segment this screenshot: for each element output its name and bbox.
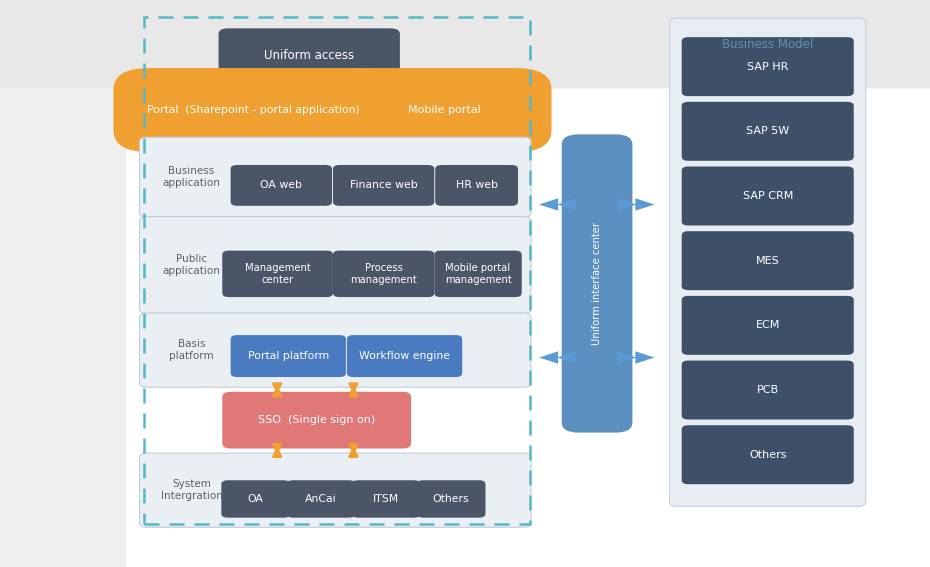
Text: Business
application: Business application — [163, 166, 220, 188]
FancyBboxPatch shape — [333, 165, 434, 206]
Text: Uniform interface center: Uniform interface center — [592, 222, 602, 345]
Text: ►►: ►► — [617, 345, 656, 369]
Text: Workflow engine: Workflow engine — [359, 351, 450, 361]
FancyBboxPatch shape — [417, 480, 485, 518]
FancyBboxPatch shape — [221, 480, 290, 518]
Text: Mobile portal
management: Mobile portal management — [445, 263, 512, 285]
Text: Uniform access: Uniform access — [264, 49, 354, 62]
Text: SAP 5W: SAP 5W — [746, 126, 790, 136]
Text: Basis
platform: Basis platform — [169, 339, 214, 361]
FancyBboxPatch shape — [562, 134, 632, 433]
FancyBboxPatch shape — [113, 68, 393, 152]
FancyBboxPatch shape — [286, 480, 355, 518]
Text: OA web: OA web — [260, 180, 302, 191]
FancyBboxPatch shape — [682, 37, 854, 96]
FancyBboxPatch shape — [435, 165, 518, 206]
Text: PCB: PCB — [757, 385, 778, 395]
FancyBboxPatch shape — [682, 102, 854, 161]
Text: Process
management: Process management — [351, 263, 417, 285]
Text: Finance web: Finance web — [350, 180, 418, 191]
Text: Others: Others — [749, 450, 787, 460]
Text: SAP CRM: SAP CRM — [742, 191, 793, 201]
FancyBboxPatch shape — [682, 425, 854, 484]
FancyBboxPatch shape — [0, 0, 126, 567]
Text: ECM: ECM — [755, 320, 780, 331]
FancyBboxPatch shape — [434, 251, 522, 297]
FancyBboxPatch shape — [140, 313, 531, 387]
Text: System
Intergration: System Intergration — [161, 479, 222, 501]
FancyBboxPatch shape — [682, 167, 854, 226]
FancyBboxPatch shape — [682, 231, 854, 290]
Text: Mobile portal: Mobile portal — [407, 105, 481, 115]
Text: Management
center: Management center — [245, 263, 311, 285]
Text: OA: OA — [247, 494, 264, 504]
Text: Others: Others — [432, 494, 470, 504]
Text: ◄◄: ◄◄ — [538, 192, 578, 216]
Text: AnCai: AnCai — [305, 494, 337, 504]
FancyBboxPatch shape — [347, 335, 462, 377]
Text: ►►: ►► — [617, 192, 656, 216]
FancyBboxPatch shape — [140, 137, 531, 217]
FancyBboxPatch shape — [222, 392, 411, 448]
Text: Portal  (Sharepoint - portal application): Portal (Sharepoint - portal application) — [147, 105, 360, 115]
FancyBboxPatch shape — [125, 0, 930, 567]
Text: SSO  (Single sign on): SSO (Single sign on) — [258, 415, 376, 425]
FancyBboxPatch shape — [0, 0, 930, 88]
FancyBboxPatch shape — [352, 480, 420, 518]
FancyBboxPatch shape — [231, 165, 332, 206]
Text: SAP HR: SAP HR — [747, 62, 789, 71]
FancyBboxPatch shape — [231, 335, 346, 377]
FancyBboxPatch shape — [337, 68, 551, 152]
FancyBboxPatch shape — [219, 28, 400, 82]
FancyBboxPatch shape — [682, 361, 854, 420]
Text: ◄◄: ◄◄ — [538, 345, 578, 369]
FancyBboxPatch shape — [222, 251, 333, 297]
FancyBboxPatch shape — [333, 251, 434, 297]
Bar — [144, 17, 530, 524]
Text: MES: MES — [756, 256, 779, 266]
FancyBboxPatch shape — [140, 217, 531, 314]
FancyBboxPatch shape — [140, 453, 531, 527]
Text: Portal platform: Portal platform — [247, 351, 329, 361]
FancyBboxPatch shape — [670, 18, 866, 506]
FancyBboxPatch shape — [682, 296, 854, 355]
Text: ITSM: ITSM — [373, 494, 399, 504]
Text: Business Model: Business Model — [722, 38, 814, 50]
Text: HR web: HR web — [456, 180, 498, 191]
Text: Public
application: Public application — [163, 254, 220, 276]
